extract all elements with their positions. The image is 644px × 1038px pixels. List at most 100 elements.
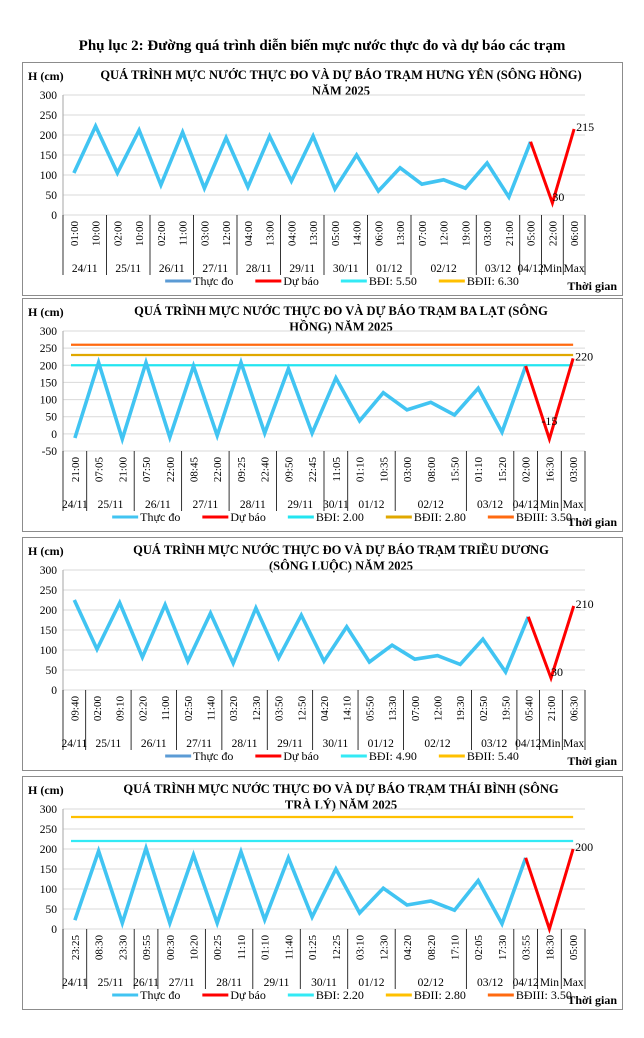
- series-line-thuc-do: [73, 842, 528, 929]
- y-tick-label: 250: [40, 110, 58, 122]
- legend: Thực đo Dự báo BĐI: 2.20 BĐII: 2.80 BĐIII: 3…: [112, 988, 572, 1002]
- x-group-label: 27/11: [169, 977, 195, 989]
- x-tick-label: 17:10: [450, 935, 462, 961]
- x-tick-label: 01:10: [355, 457, 367, 483]
- x-group-label: 28/11: [216, 977, 242, 989]
- series-line-thuc-do: [73, 356, 528, 446]
- x-tick-label: 04:20: [402, 935, 414, 961]
- x-tick-label: 04:00: [243, 221, 255, 247]
- chart-ba-lat: QUÁ TRÌNH MỰC NƯỚC THỰC ĐO VÀ DỰ BÁO TRẠ…: [22, 298, 623, 532]
- y-tick-label: 200: [40, 605, 58, 617]
- x-group-label: 02/12: [418, 499, 444, 511]
- x-tick-label: 06:00: [373, 221, 385, 247]
- x-tick-label: 12:00: [221, 221, 233, 247]
- y-tick-label: -50: [42, 446, 58, 458]
- legend-item: BĐII: 6.30: [467, 274, 519, 288]
- x-group-label: 28/11: [246, 263, 272, 275]
- x-tick-label: 07:05: [94, 457, 106, 483]
- x-tick-label: 10:20: [189, 935, 201, 961]
- y-tick-label: 300: [40, 804, 58, 816]
- legend-item: BĐI: 2.00: [316, 510, 364, 524]
- legend-item: Thực đo: [140, 510, 180, 524]
- x-tick-label: 08:45: [189, 457, 201, 483]
- x-tick-label: 23:25: [70, 935, 82, 961]
- x-tick-label: 14:10: [342, 696, 354, 722]
- y-tick-label: 200: [40, 130, 58, 142]
- y-tick-label: 150: [40, 150, 58, 162]
- legend: Thực đo Dự báo BĐI: 5.50 BĐII: 6.30: [165, 274, 519, 288]
- x-tick-label: 19:50: [501, 696, 513, 722]
- y-tick-label: 300: [40, 565, 58, 577]
- chart-title: (SÔNG LUỘC) NĂM 2025: [269, 559, 413, 573]
- y-tick-label: 50: [46, 904, 58, 916]
- x-tick-label: 08:30: [94, 935, 106, 961]
- x-tick-label: 12:25: [331, 935, 343, 961]
- x-tick-label: 01:00: [69, 221, 81, 247]
- x-group-label: Min: [540, 977, 559, 989]
- x-group-label: 01/12: [368, 738, 394, 750]
- chart-title: TRÀ LÝ) NĂM 2025: [285, 798, 397, 812]
- x-tick-label: 22:00: [165, 457, 177, 483]
- x-group-label: 27/11: [202, 263, 228, 275]
- x-tick-label: 02:50: [183, 696, 195, 722]
- x-tick-label: 12:30: [378, 935, 390, 961]
- x-tick-label: 13:30: [387, 696, 399, 722]
- y-tick-label: 250: [40, 824, 58, 836]
- chart-title: QUÁ TRÌNH MỰC NƯỚC THỰC ĐO VÀ DỰ BÁO TRẠ…: [134, 304, 548, 318]
- x-group-label: 26/11: [141, 738, 167, 750]
- series-line-du-bao: [529, 128, 576, 208]
- x-group-label: Max: [563, 499, 584, 511]
- x-group-label: 29/11: [264, 977, 290, 989]
- chart-title: NĂM 2025: [312, 84, 370, 98]
- x-group-label: 24/11: [61, 738, 87, 750]
- x-tick-label: 07:00: [410, 696, 422, 722]
- x-tick-label: 21:00: [117, 457, 129, 483]
- x-tick-label: 05:00: [526, 221, 538, 247]
- y-tick-label: 300: [40, 326, 58, 338]
- x-tick-label: 10:00: [91, 221, 103, 247]
- y-tick-label: 100: [40, 170, 58, 182]
- x-group-label: 26/11: [133, 977, 159, 989]
- x-tick-label: 10:00: [134, 221, 146, 247]
- x-group-label: 04/12: [513, 977, 539, 989]
- x-group-label: 04/12: [515, 738, 541, 750]
- x-group-label: 24/11: [62, 499, 88, 511]
- x-tick-label: 19:30: [455, 696, 467, 722]
- x-tick-label: 11:10: [236, 935, 248, 960]
- series-line-thuc-do: [72, 598, 530, 676]
- x-tick-label: 08:00: [426, 457, 438, 483]
- x-tick-label: 07:00: [417, 221, 429, 247]
- x-group-label: 25/11: [96, 738, 122, 750]
- data-label: 215: [576, 120, 594, 134]
- legend-item: Dự báo: [230, 988, 266, 1002]
- x-tick-label: 12:30: [251, 696, 263, 722]
- x-group-label: 28/11: [232, 738, 258, 750]
- y-tick-label: 0: [51, 210, 57, 222]
- x-tick-label: 01:10: [260, 935, 272, 961]
- legend: Thực đo Dự báo BĐI: 4.90 BĐII: 5.40: [165, 749, 519, 763]
- chart-trieu-duong: QUÁ TRÌNH MỰC NƯỚC THỰC ĐO VÀ DỰ BÁO TRẠ…: [22, 537, 623, 771]
- x-tick-label: 19:00: [460, 221, 472, 247]
- y-tick-label: 100: [40, 645, 58, 657]
- x-tick-label: 15:20: [497, 457, 509, 483]
- data-label: 30: [552, 190, 564, 204]
- x-tick-label: 01:25: [307, 935, 319, 961]
- legend-item: Thực đo: [193, 274, 233, 288]
- series-line-du-bao: [524, 357, 575, 445]
- x-group-label: 28/11: [240, 499, 266, 511]
- x-group-label: 02/12: [424, 738, 450, 750]
- chart-svg: QUÁ TRÌNH MỰC NƯỚC THỰC ĐO VÀ DỰ BÁO TRẠ…: [28, 542, 617, 768]
- x-tick-label: 03:00: [402, 457, 414, 483]
- x-group-label: 04/12: [513, 499, 539, 511]
- x-tick-label: 05:40: [523, 696, 535, 722]
- x-group-label: 24/11: [72, 263, 98, 275]
- chart-svg: QUÁ TRÌNH MỰC NƯỚC THỰC ĐO VÀ DỰ BÁO TRẠ…: [28, 782, 617, 1007]
- x-tick-label: 04:00: [286, 221, 298, 247]
- x-tick-label: 22:40: [260, 457, 272, 483]
- y-tick-label: 150: [40, 377, 58, 389]
- x-group-label: 02/12: [418, 977, 444, 989]
- x-tick-label: 00:30: [165, 935, 177, 961]
- x-group-label: 29/11: [277, 738, 303, 750]
- x-axis-label: Thời gian: [567, 279, 617, 293]
- x-group-label: 03/12: [481, 738, 507, 750]
